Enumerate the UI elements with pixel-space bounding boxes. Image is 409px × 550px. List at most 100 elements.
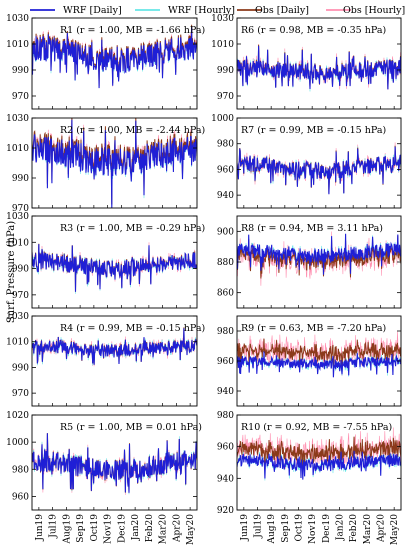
- panel-label-R8: R8 (r = 0.94, MB = 3.11 hPa): [241, 223, 383, 234]
- y-tick-label: 1030: [6, 312, 29, 322]
- y-tick-label: 880: [217, 258, 234, 268]
- panels: 970 990 1010 1030 R1 (r = 1.00, MB = -1.66 h…: [6, 14, 402, 545]
- x-tick-label: Feb20: [349, 514, 359, 543]
- y-tick-label: 1010: [6, 238, 29, 248]
- y-tick-label: 940: [217, 191, 234, 201]
- y-axis-label: Surf. Pressure (hPa): [6, 221, 17, 323]
- y-tick-label: 1010: [6, 338, 29, 348]
- x-tick-label: Mar20: [363, 514, 373, 545]
- panel-frame: [31, 315, 198, 407]
- panel-label-R9: R9 (r = 0.63, MB = -7.20 hPa): [241, 323, 386, 334]
- y-tick-label: 1010: [6, 144, 29, 154]
- y-tick-label: 980: [12, 465, 29, 475]
- panel-R4: 970 990 1010 1030 R4 (r = 0.99, MB = -0.15 h…: [6, 312, 205, 407]
- panel-R6: 970 990 1010 1030 R6 (r = 0.98, MB = -0.35 h…: [211, 14, 402, 110]
- x-tick-label: Jun19: [240, 514, 250, 542]
- panel-label-R10: R10 (r = 0.92, MB = -7.55 hPa): [241, 422, 392, 433]
- wrf-daily-line-R10: [237, 450, 401, 480]
- panel-label-R6: R6 (r = 0.98, MB = -0.35 hPa): [241, 25, 386, 36]
- y-tick-label: 940: [217, 387, 234, 397]
- panel-R8: 860 880 900 R8 (r = 0.94, MB = 3.11 hPa): [217, 215, 402, 309]
- y-tick-label: 1010: [211, 40, 234, 50]
- wrf-daily-line-R4: [32, 328, 197, 365]
- legend-label-1: WRF [Hourly]: [168, 5, 235, 16]
- y-tick-label: 1030: [211, 14, 234, 24]
- panel-frame: [31, 17, 198, 110]
- x-tick-label: Apr20: [377, 514, 387, 543]
- x-tick-label: Jan20: [131, 514, 141, 541]
- wrf-daily-line-R6: [237, 45, 401, 90]
- y-tick-label: 990: [12, 265, 29, 275]
- panel-frame: [236, 414, 402, 511]
- panel-frame: [236, 17, 402, 110]
- x-tick-label: Nov19: [308, 514, 318, 544]
- y-tick-label: 960: [217, 357, 234, 367]
- y-tick-label: 860: [217, 289, 234, 299]
- y-tick-label: 920: [217, 506, 234, 516]
- wrf-daily-line-R1: [32, 27, 197, 89]
- wrf-daily-line-R3: [32, 244, 197, 292]
- y-tick-label: 960: [12, 492, 29, 502]
- panel-label-R5: R5 (r = 1.00, MB = 0.01 hPa): [60, 422, 202, 433]
- x-tick-label: Aug19: [62, 514, 72, 545]
- panel-label-R4: R4 (r = 0.99, MB = -0.15 hPa): [60, 323, 205, 334]
- x-tick-label: Apr20: [172, 514, 182, 543]
- wrf-daily-line-R2: [32, 119, 197, 208]
- panel-R5: 960 980 1000 1020 R5 (r = 1.00, MB = 0.01 hP…: [6, 411, 202, 545]
- panel-frame: [31, 215, 198, 309]
- x-tick-label: May20: [390, 514, 400, 545]
- panel-R7: 940 960 980 1000 R7 (r = 0.99, MB = -0.15 hP…: [211, 114, 402, 209]
- x-tick-label: Dec19: [117, 514, 127, 543]
- y-tick-label: 980: [217, 327, 234, 337]
- x-tick-label: Nov19: [104, 514, 114, 544]
- y-tick-label: 1030: [6, 14, 29, 24]
- x-tick-label: Jun19: [35, 514, 45, 542]
- y-tick-label: 990: [12, 363, 29, 373]
- y-tick-label: 940: [217, 474, 234, 484]
- y-tick-label: 1000: [211, 114, 234, 124]
- y-tick-label: 1030: [6, 114, 29, 124]
- y-tick-label: 1020: [6, 411, 29, 421]
- panel-R2: 970 990 1010 1030 R2 (r = 1.00, MB = -2.44 h…: [6, 114, 205, 214]
- y-tick-label: 970: [12, 92, 29, 102]
- panel-label-R7: R7 (r = 0.99, MB = -0.15 hPa): [241, 125, 386, 136]
- y-tick-label: 970: [12, 389, 29, 399]
- wrf-daily-line-R7: [237, 146, 401, 195]
- y-tick-label: 960: [217, 165, 234, 175]
- x-tick-label: Sep19: [76, 514, 86, 543]
- y-tick-label: 990: [12, 66, 29, 76]
- x-tick-label: Mar20: [159, 514, 169, 545]
- panel-label-R3: R3 (r = 1.00, MB = -0.29 hPa): [60, 223, 205, 234]
- y-tick-label: 990: [217, 66, 234, 76]
- x-tick-label: Aug19: [267, 514, 277, 545]
- y-tick-label: 1000: [6, 438, 29, 448]
- x-tick-label: Jul19: [49, 514, 59, 539]
- x-tick-label: Sep19: [281, 514, 291, 543]
- panel-R1: 970 990 1010 1030 R1 (r = 1.00, MB = -1.66 h…: [6, 14, 205, 110]
- legend-label-0: WRF [Daily]: [63, 5, 122, 16]
- x-tick-label: Oct19: [90, 514, 100, 542]
- legend: WRF [Daily] WRF [Hourly] Obs [Daily] Obs [H…: [30, 5, 405, 16]
- panel-R3: 970 990 1010 1030 R3 (r = 1.00, MB = -0.29 h…: [6, 212, 205, 309]
- y-tick-label: 970: [12, 291, 29, 301]
- y-tick-label: 1010: [6, 40, 29, 50]
- panel-frame: [31, 117, 198, 209]
- x-tick-label: Feb20: [145, 514, 155, 543]
- wrf-daily-line-R5: [32, 433, 197, 493]
- x-tick-label: Jul19: [254, 514, 264, 539]
- y-tick-label: 980: [217, 140, 234, 150]
- x-tick-label: Oct19: [295, 514, 305, 542]
- obs-daily-line-R9: [237, 338, 401, 369]
- y-tick-label: 990: [12, 174, 29, 184]
- obs-daily-line-R10: [237, 436, 401, 468]
- wrf-daily-line-R9: [237, 351, 401, 378]
- panel-label-R2: R2 (r = 1.00, MB = -2.44 hPa): [60, 125, 205, 136]
- panel-frame: [31, 414, 198, 511]
- legend-label-2: Obs [Daily]: [255, 5, 309, 16]
- x-tick-label: May20: [186, 514, 196, 545]
- legend-label-3: Obs [Hourly]: [343, 5, 405, 16]
- y-tick-label: 1030: [6, 212, 29, 222]
- x-tick-label: Jan20: [336, 514, 346, 541]
- y-tick-label: 900: [217, 227, 234, 237]
- panel-R10: 920 940 960 980 R10 (r = 0.92, MB = -7.55 hP…: [217, 411, 402, 545]
